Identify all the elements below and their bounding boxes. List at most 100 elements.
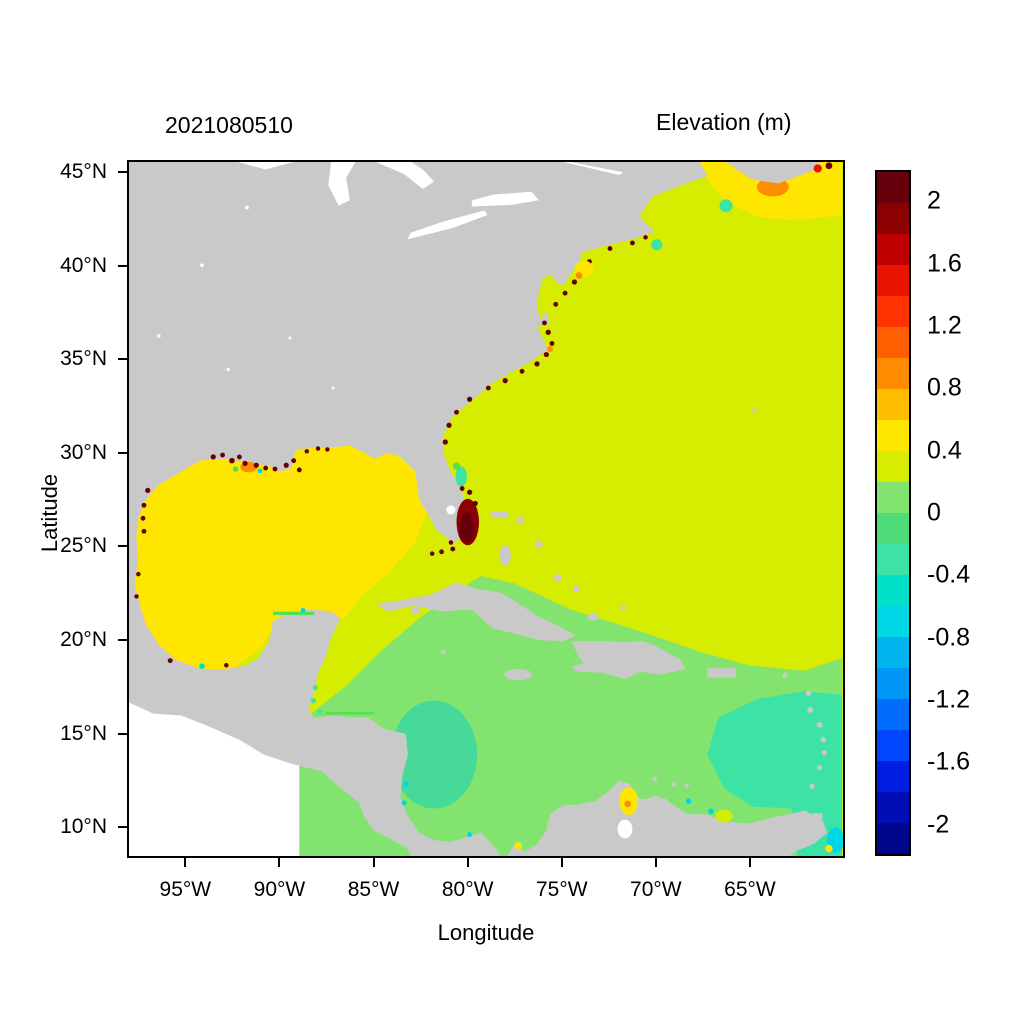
y-tick-label: 45°N bbox=[60, 160, 107, 184]
x-tick-label: 95°W bbox=[159, 878, 212, 901]
y-tick-mark bbox=[118, 826, 127, 829]
colorbar-tick-label: 1.6 bbox=[927, 249, 962, 278]
variable-title: Elevation (m) bbox=[656, 109, 792, 135]
colorbar-segment bbox=[877, 203, 909, 234]
colorbar-segment bbox=[877, 575, 909, 606]
x-tick-label: 85°W bbox=[347, 878, 400, 901]
x-tick-label: 80°W bbox=[441, 878, 494, 901]
lake-ontario bbox=[471, 191, 539, 207]
x-tick-label: 65°W bbox=[724, 878, 776, 901]
north-central-america-land bbox=[129, 162, 708, 856]
nicaragua-rise-patch bbox=[391, 700, 478, 809]
lakes-layer bbox=[157, 162, 633, 839]
nova-scotia bbox=[726, 162, 820, 184]
fundy-turquoise-dot bbox=[719, 199, 733, 213]
colorbar-segment bbox=[877, 730, 909, 761]
map-svg bbox=[129, 162, 843, 856]
colorbar-segment bbox=[877, 172, 909, 203]
colorbar-segment bbox=[877, 389, 909, 420]
isla-juventud bbox=[411, 606, 420, 615]
bermuda bbox=[751, 408, 757, 413]
y-tick-label: 30°N bbox=[60, 440, 107, 464]
y-axis-label: Latitude bbox=[37, 473, 62, 553]
colorbar-tick-label: 0.8 bbox=[927, 373, 962, 402]
trinidad bbox=[812, 813, 823, 824]
colorbar-tick-label: 0.4 bbox=[927, 436, 962, 465]
colorbar-segment bbox=[877, 606, 909, 637]
map-plot-frame bbox=[127, 160, 845, 858]
colorbar-segment bbox=[877, 420, 909, 451]
honduras-coast-strip bbox=[325, 711, 375, 715]
x-tick-mark bbox=[748, 858, 751, 867]
y-tick-mark bbox=[118, 171, 127, 174]
x-tick-mark bbox=[372, 858, 375, 867]
south-america-land bbox=[507, 780, 828, 856]
x-tick-label: 90°W bbox=[253, 878, 306, 901]
colorbar-segment bbox=[877, 451, 909, 482]
lake-okeechobee bbox=[446, 505, 456, 515]
y-tick-mark bbox=[118, 638, 127, 641]
lake-michigan bbox=[328, 162, 356, 206]
belize-coast-dots bbox=[310, 685, 323, 715]
y-axis-ticks: 45°N 40°N 35°N 30°N 25°N 20°N 15°N 10°N bbox=[0, 160, 127, 858]
land-layer bbox=[129, 162, 828, 856]
florida-keys-dots bbox=[429, 540, 456, 556]
colorbar-segment bbox=[877, 482, 909, 513]
colorbar-tick-label: -1.2 bbox=[927, 685, 971, 714]
x-axis-ticks: 95°W 90°W 85°W 80°W 75°W 70°W 65°W bbox=[127, 858, 845, 918]
colorbar-segment bbox=[877, 699, 909, 730]
yucatan-coast-strip bbox=[273, 611, 315, 616]
colorbar-segment bbox=[877, 234, 909, 265]
colorbar-segment bbox=[877, 513, 909, 544]
lake-maracaibo bbox=[617, 819, 633, 839]
bahamas-islands bbox=[490, 510, 626, 621]
colorbar-labels: 2 1.6 1.2 0.8 0.4 0 -0.4 -0.8 -1.2 -1.6 -2 bbox=[927, 170, 1007, 856]
colorbar-segment bbox=[877, 823, 909, 854]
y-tick-label: 15°N bbox=[60, 721, 107, 745]
cayman bbox=[441, 650, 446, 655]
jamaica bbox=[504, 669, 533, 681]
nicaragua-coast-dots bbox=[401, 781, 473, 838]
y-tick-label: 25°N bbox=[60, 534, 107, 558]
texas-mexico-coast-speckles bbox=[134, 487, 229, 668]
colorbar-segment bbox=[877, 358, 909, 389]
north-gulf-coast-speckles bbox=[210, 446, 330, 473]
cuba bbox=[376, 582, 577, 642]
y-tick-mark bbox=[118, 451, 127, 454]
colorbar-tick-label: 1.2 bbox=[927, 311, 962, 340]
lesser-antilles-islands bbox=[652, 672, 827, 789]
x-tick-label: 75°W bbox=[535, 878, 588, 901]
x-tick-mark bbox=[184, 858, 187, 867]
st-lawrence-river bbox=[563, 162, 624, 176]
gulf-of-mexico-region bbox=[129, 430, 427, 675]
colorbar-tick-label: -2 bbox=[927, 810, 950, 839]
puerto-rico bbox=[707, 668, 737, 678]
florida-maroon-core bbox=[459, 512, 475, 543]
colorbar-segment bbox=[877, 668, 909, 699]
y-tick-mark bbox=[118, 545, 127, 548]
coastal-extremes-layer bbox=[134, 162, 843, 854]
colorbar-segment bbox=[877, 265, 909, 296]
hispaniola bbox=[571, 641, 686, 680]
lake-superior-edge bbox=[237, 162, 294, 170]
colorbar-segment bbox=[877, 327, 909, 358]
nantucket-turquoise-dot bbox=[651, 239, 663, 251]
timestamp-title: 2021080510 bbox=[165, 112, 293, 138]
y-tick-mark bbox=[118, 264, 127, 267]
x-tick-label: 70°W bbox=[630, 878, 682, 901]
x-tick-mark bbox=[654, 858, 657, 867]
x-tick-mark bbox=[466, 858, 469, 867]
y-tick-label: 35°N bbox=[60, 347, 107, 371]
x-axis-label: Longitude bbox=[437, 920, 535, 945]
canaveral-turquoise-patch bbox=[455, 466, 467, 487]
y-tick-label: 20°N bbox=[60, 627, 107, 651]
lake-erie bbox=[407, 210, 488, 240]
x-tick-mark bbox=[560, 858, 563, 867]
lake-huron bbox=[376, 162, 435, 189]
colorbar-tick-label: 2 bbox=[927, 186, 941, 215]
colorbar-tick-label: -1.6 bbox=[927, 747, 971, 776]
colorbar-segment bbox=[877, 296, 909, 327]
colorbar bbox=[875, 170, 911, 856]
colorbar-segment bbox=[877, 544, 909, 575]
